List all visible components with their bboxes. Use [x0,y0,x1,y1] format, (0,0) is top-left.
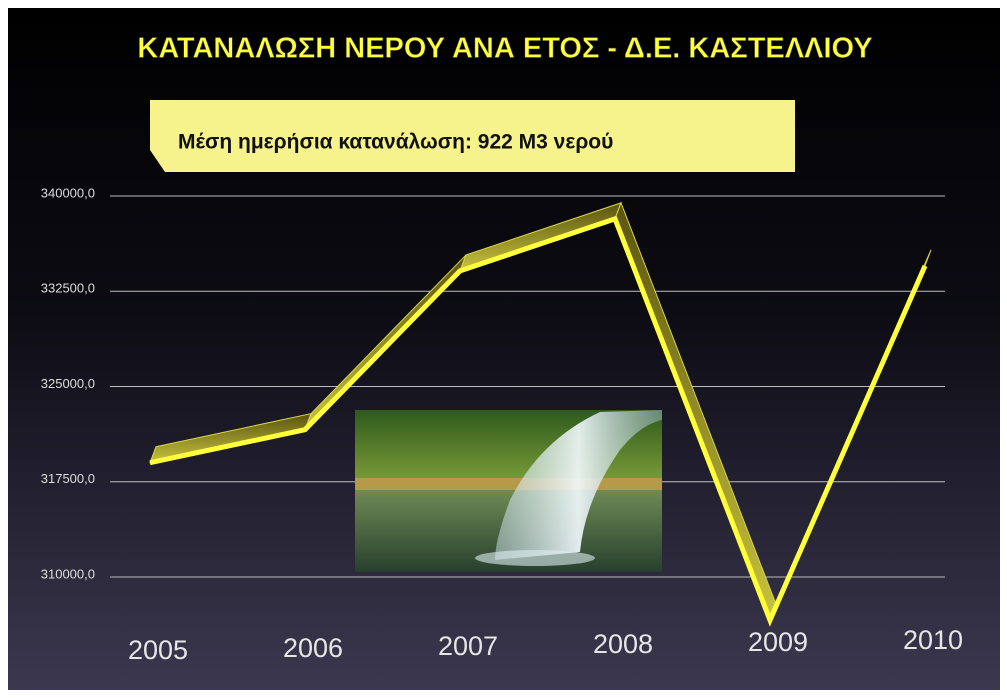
x-tick-label: 2009 [748,627,808,657]
chart-title: ΚΑΤΑΝΑΛΩΣΗ ΝΕΡΟΥ ΑΝΑ ΕΤΟΣ - Δ.Ε. ΚΑΣΤΕΛΛ… [137,33,872,65]
plot: 2005 2006 2007 2008 2009 2010 [128,201,963,665]
photo [355,410,662,572]
grid: 310000,0 317500,0 325000,0 332500,0 340000,0 [41,185,945,581]
photo-splash [475,550,595,566]
photo-bank [355,478,662,490]
y-tick-label: 310000,0 [41,566,95,581]
y-tick-label: 325000,0 [41,376,95,391]
x-tick-label: 2006 [283,633,343,663]
photo-stream [495,410,662,560]
y-tick-label: 332500,0 [41,281,95,296]
callout-box [150,100,795,172]
x-tick-label: 2008 [593,629,653,659]
x-tick-label: 2007 [438,631,498,661]
data-line [149,215,928,627]
annotation: Μέση ημερήσια κατανάλωση: 922 Μ3 νερού [178,131,613,154]
y-tick-label: 340000,0 [41,185,95,200]
y-tick-label: 317500,0 [41,471,95,486]
x-tick-label: 2005 [128,635,188,665]
x-tick-label: 2010 [903,625,963,655]
